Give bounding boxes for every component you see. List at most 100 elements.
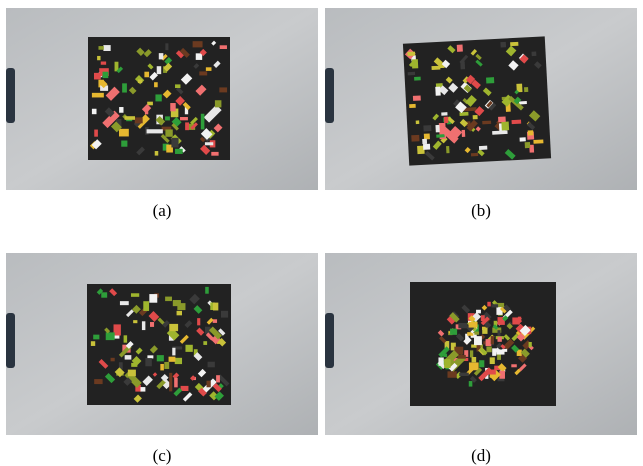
brick [213, 303, 218, 311]
brick [528, 130, 534, 135]
brick [144, 72, 149, 78]
brick [422, 139, 427, 144]
brick [103, 72, 109, 78]
brick [205, 142, 213, 145]
brick [203, 341, 207, 345]
brick [125, 116, 135, 120]
brick [150, 322, 154, 327]
brick [518, 317, 521, 320]
brick [159, 53, 164, 59]
brick [133, 320, 137, 323]
brick [160, 364, 164, 370]
brick [131, 293, 139, 297]
brick [199, 71, 207, 75]
brick [472, 357, 477, 362]
brick [407, 52, 415, 56]
brick [435, 87, 441, 96]
brick [524, 87, 528, 92]
brick [431, 66, 440, 70]
brick [185, 122, 189, 130]
brick [93, 335, 99, 340]
black-board [410, 282, 556, 406]
board-group [403, 36, 551, 165]
brick [92, 109, 97, 114]
brick [164, 362, 169, 369]
brick [128, 370, 136, 377]
figure: (a) (b) (c) (d) [0, 0, 643, 466]
brick [215, 100, 222, 107]
brick [169, 324, 178, 331]
brick [409, 104, 416, 108]
brick [491, 336, 494, 344]
brick [208, 362, 215, 368]
brick [173, 300, 181, 306]
brick [525, 142, 531, 148]
brick [476, 310, 481, 314]
board-group [88, 37, 230, 160]
brick [196, 53, 202, 60]
brick [142, 321, 145, 330]
photo-edge-object [6, 68, 15, 123]
brick [101, 61, 106, 64]
brick [438, 357, 443, 365]
brick [487, 302, 490, 307]
brick [512, 120, 522, 124]
brick [500, 42, 506, 48]
brick [474, 332, 479, 335]
brick [447, 371, 456, 377]
brick [193, 41, 203, 47]
brick [111, 358, 115, 362]
brick [492, 348, 496, 356]
brick [481, 315, 485, 321]
brick [97, 56, 100, 60]
brick [155, 94, 161, 101]
brick [171, 138, 178, 148]
brick [441, 112, 447, 116]
brick [207, 381, 211, 388]
brick [469, 322, 478, 328]
brick [511, 364, 516, 367]
brick [119, 129, 129, 137]
brick [424, 133, 430, 139]
brick [206, 67, 212, 71]
brick [519, 101, 527, 104]
photo [6, 8, 318, 190]
brick [450, 329, 457, 335]
board-group [410, 282, 556, 406]
brick [106, 332, 115, 340]
brick [125, 355, 132, 359]
brick [157, 355, 164, 361]
brick [459, 112, 468, 116]
brick [486, 347, 491, 353]
brick [444, 359, 450, 368]
brick [423, 144, 430, 150]
brick [131, 363, 137, 367]
brick [149, 294, 157, 303]
brick [122, 83, 127, 92]
brick [175, 149, 183, 154]
brick [213, 319, 217, 323]
brick [482, 328, 487, 334]
brick [91, 341, 95, 346]
brick [444, 117, 449, 124]
brick [147, 102, 153, 106]
brick [157, 66, 161, 74]
brick [510, 42, 518, 46]
brick [458, 323, 467, 328]
brick [143, 301, 149, 311]
brick [169, 357, 176, 362]
brick [165, 43, 168, 50]
brick [216, 375, 220, 382]
brick [185, 345, 192, 352]
brick [408, 72, 416, 76]
brick [155, 151, 159, 156]
brick [435, 125, 439, 133]
brick [462, 130, 466, 137]
photo [325, 253, 637, 435]
brick [147, 129, 163, 133]
board-group [87, 284, 231, 405]
brick [474, 336, 482, 345]
brick [469, 381, 473, 387]
brick [498, 330, 501, 336]
caption: (b) [471, 201, 491, 220]
